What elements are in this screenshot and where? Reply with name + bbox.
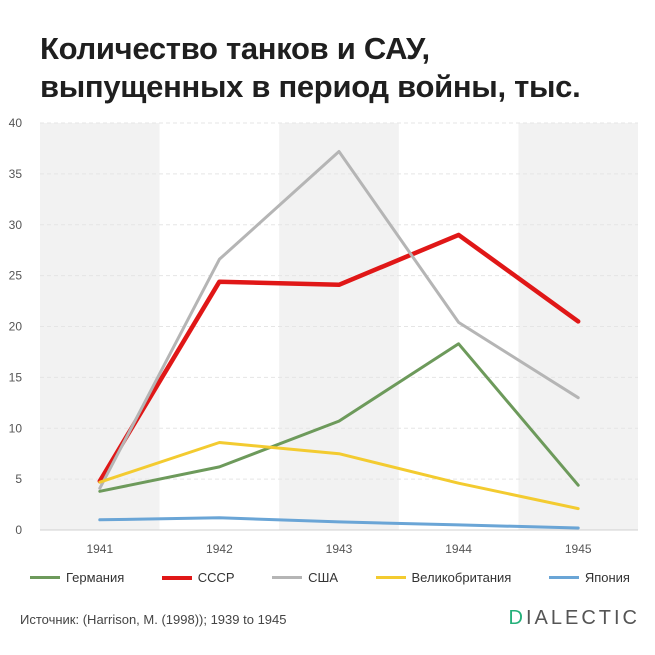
y-tick-label-35: 35 [9,167,23,181]
logo-rest: IALECTIC [525,607,640,629]
y-tick-label-20: 20 [9,320,23,334]
legend-label: Великобритания [411,570,512,585]
y-tick-label-5: 5 [15,472,22,486]
logo-letter-d: D [508,607,526,629]
chart-title-line-1: Количество танков и САУ, [40,31,430,66]
chart-background-bands [40,123,638,530]
legend-swatch [161,575,192,580]
legend-swatch [272,576,303,579]
legend-swatch [375,576,406,579]
legend-item: Великобритания [375,570,512,585]
legend-swatch [548,576,579,579]
chart-title: Количество танков и САУ, выпущенных в пе… [40,30,581,106]
legend-item: США [272,570,338,585]
y-tick-label-15: 15 [9,370,23,384]
chart-series-lines [97,150,581,530]
dialectic-logo: DIALECTIC [509,607,640,630]
legend-swatch [30,576,60,579]
x-tick-label-1942: 1942 [206,542,233,556]
legend-label: Германия [66,570,125,585]
legend-item: Германия [30,570,124,585]
background-band-1943 [279,123,399,530]
chart-gridlines [40,122,638,531]
chart-legend: Германия СССР США Великобритания Япония [30,570,630,585]
legend-label: Япония [584,570,630,585]
y-tick-label-10: 10 [9,421,23,435]
source-note: Источник: (Harrison, M. (1998)); 1939 to… [20,612,287,627]
y-tick-label-0: 0 [15,523,22,537]
background-band-1945 [518,123,638,530]
legend-label: СССР [197,570,235,585]
x-tick-label-1943: 1943 [326,542,353,556]
y-tick-label-25: 25 [9,269,23,283]
line-chart: 0 5 10 15 20 25 30 35 40 1941 1942 1943 1944 1945 [9,116,638,556]
y-tick-label-30: 30 [9,218,23,232]
x-tick-label-1945: 1945 [565,542,592,556]
chart-title-line-2: выпущенных в период войны, тыс. [40,69,581,104]
x-axis-ticks: 1941 1942 1943 1944 1945 [86,542,591,556]
y-axis-ticks: 0 5 10 15 20 25 30 35 40 [9,116,23,537]
legend-label: США [308,570,339,585]
y-tick-label-40: 40 [9,116,23,130]
legend-item: СССР [161,570,235,585]
x-tick-label-1941: 1941 [86,542,113,556]
legend-item: Япония [548,570,630,585]
x-tick-label-1944: 1944 [445,542,472,556]
